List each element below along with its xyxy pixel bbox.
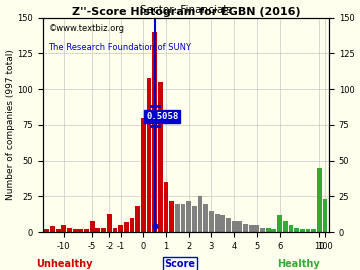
Bar xyxy=(101,228,106,232)
Title: Z''-Score Histogram for EGBN (2016): Z''-Score Histogram for EGBN (2016) xyxy=(72,7,300,17)
Bar xyxy=(226,218,231,232)
Bar xyxy=(152,32,157,232)
Text: The Research Foundation of SUNY: The Research Foundation of SUNY xyxy=(49,43,192,52)
Bar xyxy=(78,229,83,232)
Text: Sector: Financials: Sector: Financials xyxy=(140,5,232,15)
Bar xyxy=(44,229,49,232)
Bar xyxy=(118,225,123,232)
Bar xyxy=(130,218,134,232)
Text: 0.5058: 0.5058 xyxy=(146,112,179,121)
Bar xyxy=(288,225,293,232)
Bar xyxy=(124,222,129,232)
Bar xyxy=(56,229,60,232)
Bar xyxy=(175,204,180,232)
Text: Healthy: Healthy xyxy=(278,259,320,269)
Bar xyxy=(113,228,117,232)
Bar xyxy=(141,118,146,232)
Bar xyxy=(135,207,140,232)
Y-axis label: Number of companies (997 total): Number of companies (997 total) xyxy=(5,49,14,200)
Bar xyxy=(306,229,310,232)
Bar xyxy=(90,221,95,232)
Text: Score: Score xyxy=(165,259,195,269)
Bar xyxy=(67,228,72,232)
Bar xyxy=(283,221,288,232)
Bar xyxy=(215,214,220,232)
Bar xyxy=(50,227,55,232)
Bar xyxy=(323,199,327,232)
Bar xyxy=(198,197,202,232)
Bar xyxy=(220,215,225,232)
Bar xyxy=(266,228,271,232)
Bar xyxy=(311,229,316,232)
Bar xyxy=(186,201,191,232)
Bar xyxy=(300,229,305,232)
Bar xyxy=(277,215,282,232)
Bar xyxy=(147,78,152,232)
Bar xyxy=(107,214,112,232)
Bar xyxy=(232,221,237,232)
Bar xyxy=(249,225,253,232)
Bar xyxy=(163,182,168,232)
Text: ©www.textbiz.org: ©www.textbiz.org xyxy=(49,24,125,33)
Bar xyxy=(255,225,259,232)
Bar xyxy=(260,228,265,232)
Bar xyxy=(271,229,276,232)
Bar xyxy=(294,228,299,232)
Bar xyxy=(181,204,185,232)
Bar xyxy=(169,201,174,232)
Bar xyxy=(317,168,322,232)
Text: Unhealthy: Unhealthy xyxy=(37,259,93,269)
Bar xyxy=(203,204,208,232)
Bar xyxy=(209,211,214,232)
Bar xyxy=(73,229,78,232)
Bar xyxy=(95,228,100,232)
Bar xyxy=(84,229,89,232)
Bar xyxy=(243,224,248,232)
Bar xyxy=(192,207,197,232)
Bar xyxy=(158,82,163,232)
Bar xyxy=(62,225,66,232)
Bar xyxy=(237,221,242,232)
